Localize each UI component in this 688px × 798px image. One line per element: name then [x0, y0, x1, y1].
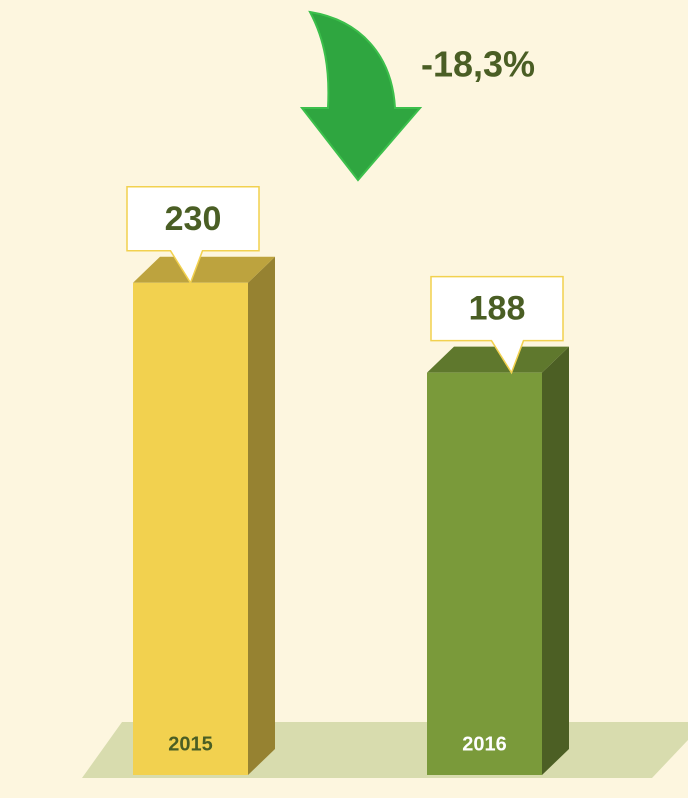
change-annotation: -18,3% — [421, 44, 535, 85]
value-callout — [126, 186, 260, 285]
value-label: 230 — [165, 200, 222, 238]
x-tick-label: 2015 — [168, 733, 213, 755]
down-arrow — [299, 10, 423, 182]
bar-side — [248, 256, 275, 775]
bar — [133, 282, 248, 775]
bar-side — [542, 346, 569, 775]
bar-top — [133, 256, 275, 283]
bar-top — [427, 346, 569, 373]
value-callout — [430, 275, 564, 375]
x-tick-label: 2016 — [462, 733, 507, 755]
bar — [427, 372, 542, 775]
value-label: 188 — [469, 290, 526, 328]
